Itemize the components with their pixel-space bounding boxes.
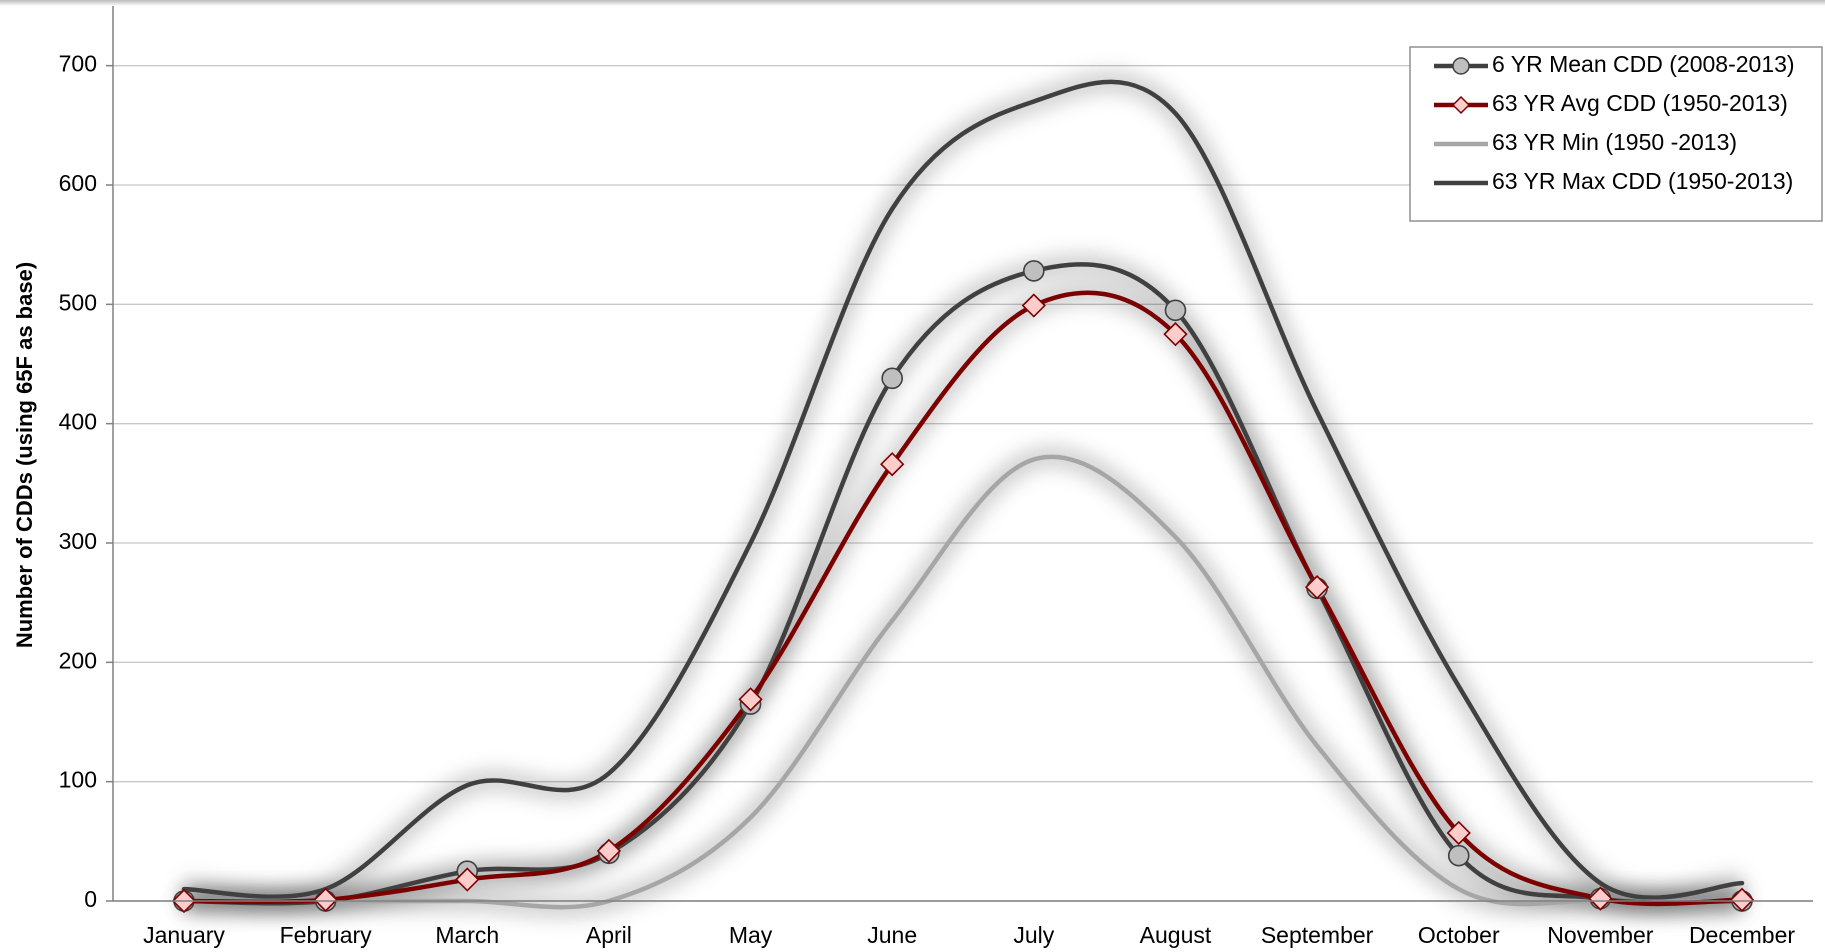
point-marker <box>1164 299 1187 322</box>
legend-marker <box>1452 57 1470 75</box>
x-tick-label: September <box>1261 922 1374 948</box>
x-tick-label: April <box>586 922 632 948</box>
x-tick-label: February <box>280 922 373 948</box>
x-tick-label: January <box>143 922 225 948</box>
top-shade <box>0 0 1825 6</box>
point-marker <box>881 367 903 390</box>
legend-box <box>1409 46 1823 222</box>
point-marker <box>596 838 622 864</box>
series-line <box>181 79 1745 900</box>
x-tick-label: May <box>729 922 773 948</box>
y-tick-label: 500 <box>59 289 97 315</box>
point-marker <box>1447 844 1470 867</box>
series-line <box>181 454 1745 910</box>
point-marker <box>1021 293 1046 318</box>
x-tick-label: June <box>867 922 917 948</box>
legend-label: 6 YR Mean CDD (2008-2013) <box>1492 51 1795 77</box>
point-marker <box>1729 887 1755 912</box>
point-marker <box>313 887 338 912</box>
point-marker <box>1163 322 1188 347</box>
point-marker <box>1304 575 1330 600</box>
legend-marker <box>1451 95 1471 115</box>
y-tick-label: 400 <box>59 409 97 435</box>
point-marker <box>1023 260 1045 282</box>
point-marker <box>455 867 480 892</box>
legend-label: 63 YR Min (1950 -2013) <box>1492 129 1737 155</box>
point-marker <box>880 452 905 477</box>
y-tick-label: 300 <box>59 528 97 554</box>
y-tick-label: 700 <box>59 51 97 77</box>
x-tick-label: November <box>1547 922 1653 948</box>
point-marker <box>1588 886 1613 911</box>
x-tick-label: July <box>1013 922 1054 948</box>
legend-label: 63 YR Avg CDD (1950-2013) <box>1492 90 1788 116</box>
x-tick-label: March <box>435 922 499 948</box>
y-tick-label: 200 <box>59 647 97 673</box>
point-marker <box>1446 820 1471 846</box>
y-axis-title: Number of CDDs (using 65F as base) <box>12 262 37 648</box>
x-tick-label: December <box>1689 922 1795 948</box>
point-marker <box>738 687 763 712</box>
y-tick-label: 0 <box>84 886 97 912</box>
y-tick-label: 100 <box>59 767 97 793</box>
x-tick-label: October <box>1418 922 1500 948</box>
x-tick-label: August <box>1140 922 1212 948</box>
y-tick-label: 600 <box>59 170 97 196</box>
legend-label: 63 YR Max CDD (1950-2013) <box>1492 168 1793 194</box>
